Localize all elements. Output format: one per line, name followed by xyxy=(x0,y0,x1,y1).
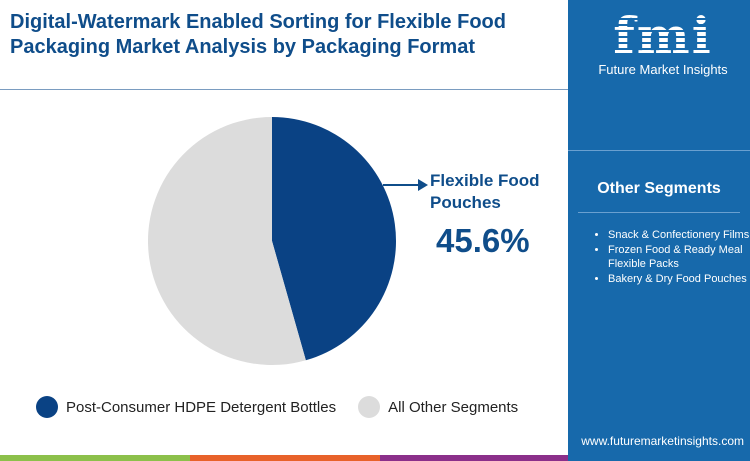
divider xyxy=(578,212,740,213)
legend-label: All Other Segments xyxy=(388,398,519,416)
footer-bar-orange xyxy=(190,455,380,461)
callout-label: Flexible Food Pouches xyxy=(430,171,540,212)
pie-chart xyxy=(148,117,428,365)
other-segments-list: Snack & Confectionery Films Frozen Food … xyxy=(590,228,750,286)
list-item: Bakery & Dry Food Pouches xyxy=(608,272,750,287)
footer-bar-green xyxy=(0,455,190,461)
legend-label: Post-Consumer HDPE Detergent Bottles xyxy=(66,398,337,416)
pie-slice-primary xyxy=(272,117,397,361)
footer-bar-purple xyxy=(380,455,570,461)
logo-mark: fmi xyxy=(598,8,728,64)
other-segments-heading: Other Segments xyxy=(597,180,721,197)
divider xyxy=(568,150,750,151)
divider xyxy=(0,89,568,90)
list-item: Snack & Confectionery Films xyxy=(608,228,750,243)
callout-arrow xyxy=(383,179,428,191)
legend: Post-Consumer HDPE Detergent Bottles All… xyxy=(36,396,518,418)
brand-name: Future Market Insights xyxy=(598,62,728,77)
chart-title: Digital-Watermark Enabled Sorting for Fl… xyxy=(10,11,506,58)
legend-swatch-other xyxy=(358,396,381,418)
pie-slice-other xyxy=(148,117,306,365)
callout-value: 45.6% xyxy=(436,222,530,259)
list-item: Frozen Food & Ready Meal Flexible Packs xyxy=(608,243,750,272)
website-url: www.futuremarketinsights.com xyxy=(581,434,744,448)
callout: Flexible Food Pouches 45.6% xyxy=(430,170,550,260)
sidebar: fmi Future Market Insights Other Segment… xyxy=(568,0,750,461)
legend-swatch-primary xyxy=(36,396,58,418)
fmi-logo: fmi Future Market Insights xyxy=(598,8,728,78)
